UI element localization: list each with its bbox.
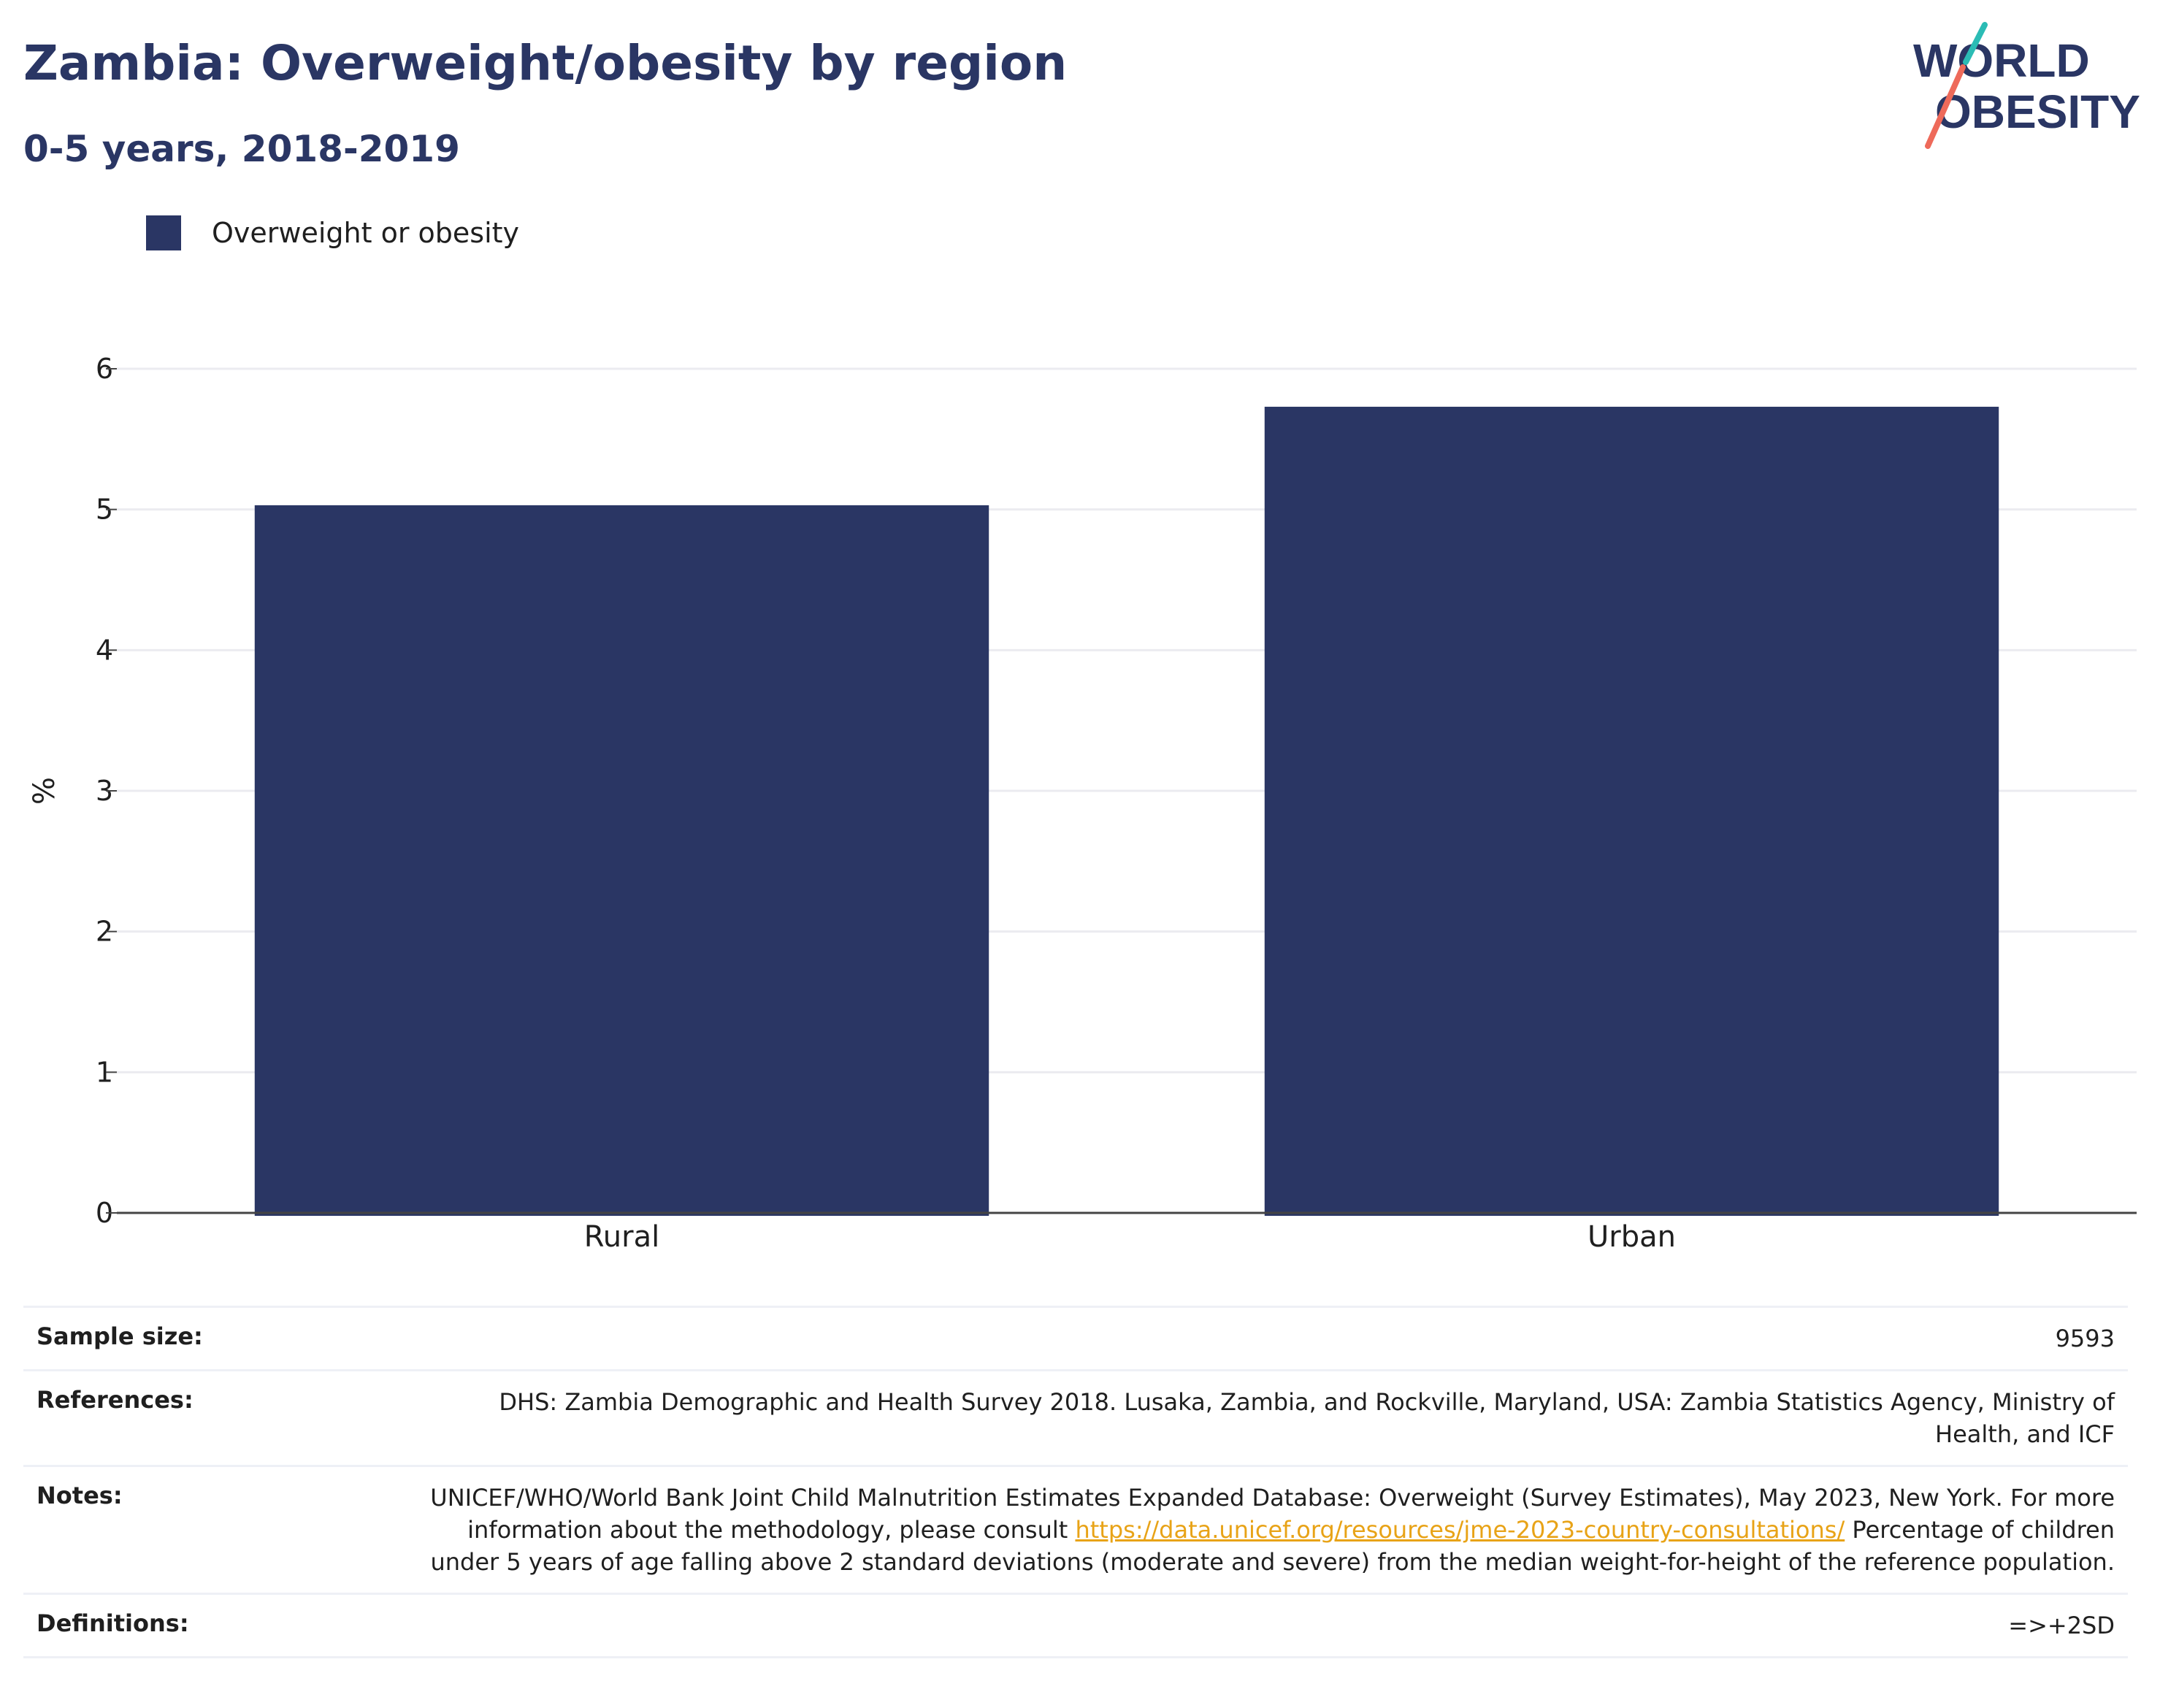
logo-word-world: WORLD [1913,34,2090,87]
references-label: References: [37,1386,194,1414]
bar-rural [254,505,989,1216]
logo-word-obesity: OBESITY [1935,85,2140,138]
notes-text-before: UNICEF/WHO/World Bank Joint Child Malnut… [430,1484,2115,1544]
notes-row: Notes: UNICEF/WHO/World Bank Joint Child… [23,1466,2128,1594]
definitions-label: Definitions: [37,1609,189,1637]
logo-slash-coral [1925,64,1966,149]
legend[interactable]: Overweight or obesity [146,215,519,250]
notes-link[interactable]: https://data.unicef.org/resources/jme-20… [1075,1516,1845,1544]
bar-urban [1264,407,1999,1216]
notes-value: UNICEF/WHO/World Bank Joint Child Malnut… [415,1466,2128,1594]
chart-title: Zambia: Overweight/obesity by region [23,35,1068,91]
world-obesity-logo: WORLD OBESITY [1913,22,2140,149]
info-table: Sample size: 9593 References: DHS: Zambi… [23,1306,2128,1658]
y-axis-title: % [28,777,61,805]
sample-size-row: Sample size: 9593 [23,1306,2128,1371]
sample-size-value: 9593 [2055,1325,2115,1352]
x-tick-label: Urban [1588,1220,1676,1254]
definitions-value: =>+2SD [2008,1612,2115,1639]
notes-label: Notes: [37,1482,123,1509]
x-tick-label: Rural [584,1220,659,1254]
definitions-row: Definitions: =>+2SD [23,1593,2128,1658]
logo-slash-teal [1963,22,1988,65]
chart-subtitle: 0-5 years, 2018-2019 [23,128,460,170]
legend-label: Overweight or obesity [212,217,520,249]
references-value: DHS: Zambia Demographic and Health Surve… [499,1388,2115,1448]
sample-size-label: Sample size: [37,1322,203,1350]
references-row: References: DHS: Zambia Demographic and … [23,1370,2128,1466]
notes-text-after: Percentage of children under 5 years of … [430,1516,2115,1576]
legend-swatch [146,215,181,250]
